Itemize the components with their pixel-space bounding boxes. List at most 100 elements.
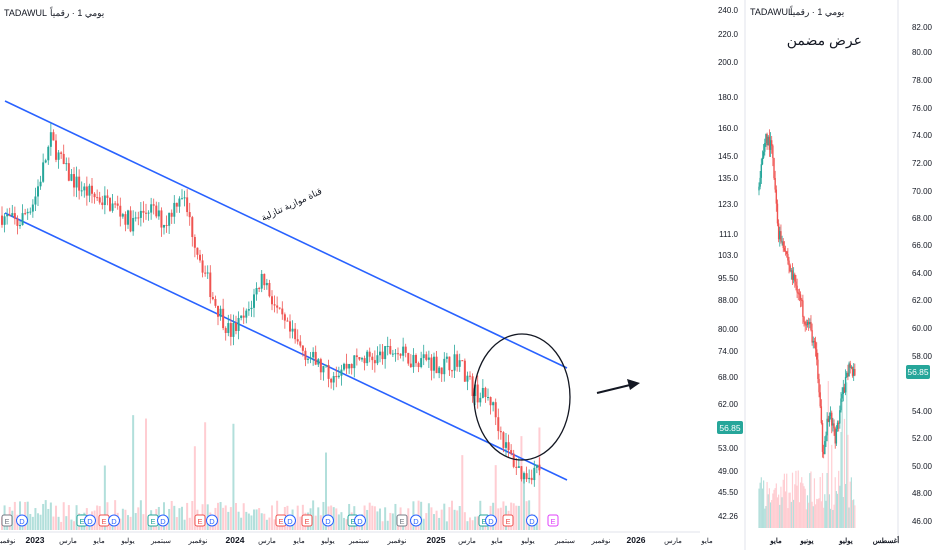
volume-bar xyxy=(39,514,42,530)
volume-bar xyxy=(476,516,479,530)
candle-body xyxy=(178,198,181,207)
candle-body xyxy=(235,322,237,331)
earnings-marker: E xyxy=(147,514,159,527)
zoom-candle-body xyxy=(759,177,761,187)
candle-body xyxy=(201,260,204,273)
dividend-marker-circle xyxy=(157,514,169,527)
candle-body xyxy=(222,308,225,329)
volume-bar xyxy=(409,519,412,530)
candle-body xyxy=(510,450,513,454)
candle-body xyxy=(98,197,101,203)
candle-body xyxy=(134,217,137,219)
right-scale-label: 52.00 xyxy=(912,434,932,443)
channel-lower-line[interactable] xyxy=(4,212,568,481)
volume-bar xyxy=(368,502,371,530)
candle-body xyxy=(307,358,309,360)
candle-body xyxy=(42,162,45,182)
candle-body xyxy=(80,190,83,192)
volume-bar xyxy=(186,502,189,530)
volume-bar xyxy=(435,510,438,530)
time-axis-label: نوفمبر xyxy=(0,538,16,545)
channel-upper-line[interactable] xyxy=(4,100,568,369)
zoom-candle-body xyxy=(782,241,784,248)
zoom-panel: TADAWUL يومي 1 · رقمياً عرض مضمن 240.0 22… xyxy=(717,0,932,550)
candle-body xyxy=(142,210,145,213)
zoom-volume-bars xyxy=(758,381,856,528)
zoom-volume-bar xyxy=(849,481,851,528)
candle-body xyxy=(291,328,294,332)
volume-bar xyxy=(193,446,196,530)
volume-bar xyxy=(453,509,456,530)
volume-bar xyxy=(332,507,335,530)
volume-bar xyxy=(337,514,340,530)
zoom-volume-bar xyxy=(851,500,854,528)
candle-body xyxy=(119,205,122,217)
candle-body xyxy=(186,197,189,213)
candle-body xyxy=(533,467,536,481)
volume-bar xyxy=(271,505,273,530)
volume-bar xyxy=(142,514,145,530)
zoom-candle-body xyxy=(792,274,795,280)
zoom-candle-body xyxy=(794,274,796,282)
zoom-candle-body xyxy=(843,387,846,393)
volume-bar xyxy=(124,509,127,530)
volume-bar xyxy=(394,503,397,530)
volume-bar xyxy=(538,427,541,530)
candle-body xyxy=(397,353,399,355)
zoom-candle-body xyxy=(814,341,817,350)
volume-bar xyxy=(499,507,502,530)
zoom-candle-body xyxy=(817,359,819,379)
candle-body xyxy=(512,453,515,467)
highlight-circle[interactable] xyxy=(473,333,571,461)
volume-bar xyxy=(515,505,518,530)
volume-bar xyxy=(37,513,39,530)
candle-body xyxy=(420,358,423,368)
zoom-volume-bar xyxy=(831,444,833,528)
zoom-left-scale: 240.0 220.0 200.0 180.0 160.0 145.0 135.0 123.0… xyxy=(718,6,739,521)
volume-bar xyxy=(520,436,523,530)
candle-body xyxy=(538,464,541,471)
zoom-candle-body xyxy=(807,321,810,325)
event-marker-letter: E xyxy=(481,517,486,526)
zoom-candle-body xyxy=(821,423,824,452)
candle-body xyxy=(1,215,3,225)
zoom-volume-bar xyxy=(776,497,779,528)
zoom-candle-body xyxy=(779,231,781,240)
candle-body xyxy=(458,360,461,367)
zoom-candle-body xyxy=(836,422,839,429)
candle-body xyxy=(263,273,266,286)
zoom-volume-bar xyxy=(764,508,766,528)
zoom-volume-bar xyxy=(835,491,837,528)
earnings-marker: E xyxy=(396,514,408,527)
zoom-volume-bar xyxy=(773,489,775,528)
volume-bar xyxy=(237,511,240,530)
dividend-marker-circle xyxy=(16,514,28,527)
volume-bar xyxy=(55,505,57,530)
zoom-candle-body xyxy=(837,422,840,424)
zoom-volume-bar xyxy=(808,502,810,528)
candle-body xyxy=(250,307,253,310)
zoom-volume-bar xyxy=(817,499,819,528)
zoom-volume-bar xyxy=(772,493,774,528)
volume-bar xyxy=(443,503,446,530)
right-scale-label: 82.00 xyxy=(912,23,932,32)
zoom-axis-label: أغسطس xyxy=(873,535,900,545)
zoom-volume-bar xyxy=(768,488,770,528)
candle-body xyxy=(265,282,268,286)
time-axis-label: سبتمبر xyxy=(348,538,369,545)
event-marker-letter: D xyxy=(160,517,166,526)
zoom-axis-label: مايو xyxy=(769,537,782,545)
candle-body xyxy=(507,442,510,451)
candle-body xyxy=(327,365,330,379)
candle-body xyxy=(224,328,227,333)
candle-body xyxy=(505,442,507,448)
candle-body xyxy=(160,210,163,228)
volume-bar xyxy=(325,452,327,530)
main-symbol: TADAWUL xyxy=(4,8,47,18)
dividend-marker: D xyxy=(322,514,334,527)
zoom-candle-body xyxy=(772,145,774,159)
event-marker-letter: D xyxy=(87,517,93,526)
time-axis-label: سبتمبر xyxy=(150,538,171,545)
right-scale-label: 54.00 xyxy=(912,407,932,416)
candle-body xyxy=(13,213,16,219)
